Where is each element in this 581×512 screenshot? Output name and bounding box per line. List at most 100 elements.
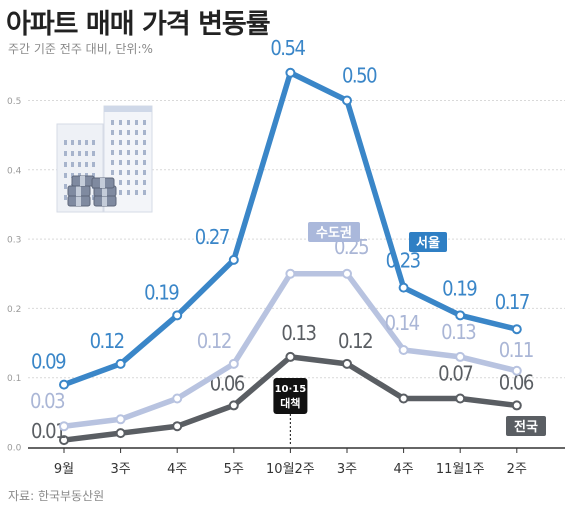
data-point-seoul [285,67,296,78]
window [111,160,114,165]
data-point-seoul [342,95,352,106]
window [92,140,95,145]
window [135,190,138,195]
money-band [76,186,81,196]
building-roof [104,106,152,112]
window [78,151,81,156]
data-label-seoul: 0.27 [195,225,229,249]
event-marker-label: 10·15 [275,384,307,395]
data-point-national [228,400,239,411]
chart-title: 아파트 매매 가격 변동률 [6,9,271,40]
series-tag-label: 서울 [416,235,440,251]
data-label-seoul: 0.19 [144,280,179,304]
x-tick-label: 2주 [507,462,527,477]
x-tick-label: 4주 [393,462,413,477]
series-tag-bg [409,232,447,252]
window [71,173,74,178]
window [64,195,67,200]
x-tick-label: 10월2주 [266,462,315,477]
x-tick-label: 5주 [224,462,244,477]
buildings-illustration [56,105,153,213]
window [71,162,74,167]
series-tag-label: 전국 [514,419,538,435]
data-point-national [172,421,183,432]
y-tick-label: 0.2 [7,305,21,315]
window [64,173,67,178]
data-label-seoul: 0.17 [495,290,529,314]
window [92,151,95,156]
event-marker-label: 대책 [280,396,300,410]
window [92,195,95,200]
data-label-capital: 0.14 [385,311,420,335]
data-point-capital [172,393,183,404]
window [85,162,88,167]
window [143,170,146,175]
y-tick-label: 0.4 [7,166,22,176]
data-label-capital: 0.03 [30,389,65,413]
window [119,120,122,125]
window [143,180,146,185]
y-tick-label: 0.0 [7,444,22,454]
data-point-capital [115,414,126,425]
data-point-national [59,435,69,446]
data-point-seoul [115,358,126,369]
data-point-national [115,428,126,439]
data-label-capital: 0.11 [499,338,533,362]
y-tick-label: 0.3 [7,236,21,246]
data-label-seoul: 0.23 [386,249,421,273]
window [143,190,146,195]
window [135,140,138,145]
window [71,151,74,156]
data-point-seoul [511,324,522,335]
y-tick-label: 0.5 [7,97,21,107]
window [111,170,114,175]
window [143,120,146,125]
money-band [102,186,107,196]
data-label-seoul: 0.54 [270,36,305,60]
window [64,184,67,189]
data-label-seoul: 0.50 [342,64,377,88]
window [64,162,67,167]
data-point-capital [455,351,466,362]
window [92,162,95,167]
series-tag-bg [308,222,360,242]
data-point-capital [59,421,69,432]
source-note: 자료: 한국부동산원 [8,489,105,503]
window [143,160,146,165]
window [127,120,130,125]
data-point-seoul [455,310,466,321]
window [78,140,81,145]
data-point-national [285,351,296,362]
money-band [100,178,105,188]
data-point-capital [342,268,352,279]
data-label-national: 0.01 [31,419,65,443]
money-band [76,196,81,206]
data-point-capital [398,344,409,355]
money-band [80,176,85,186]
data-label-seoul: 0.09 [31,350,66,374]
window [119,160,122,165]
window [127,160,130,165]
window [143,130,146,135]
data-label-seoul: 0.12 [90,329,124,353]
window [85,140,88,145]
x-tick-label: 4주 [167,462,187,477]
data-label-national: 0.07 [438,361,472,385]
money-band [102,196,107,206]
window [119,180,122,185]
window [135,120,138,125]
window [111,150,114,155]
window [143,140,146,145]
window [135,170,138,175]
y-tick-label: 0.1 [7,374,21,384]
window [135,160,138,165]
data-label-capital: 0.13 [441,320,476,344]
event-marker-box [273,378,308,414]
x-tick-label: 3주 [337,462,357,477]
window [127,130,130,135]
window [127,170,130,175]
data-label-capital: 0.12 [197,329,231,353]
data-point-capital [285,268,296,279]
data-point-seoul [59,379,69,390]
